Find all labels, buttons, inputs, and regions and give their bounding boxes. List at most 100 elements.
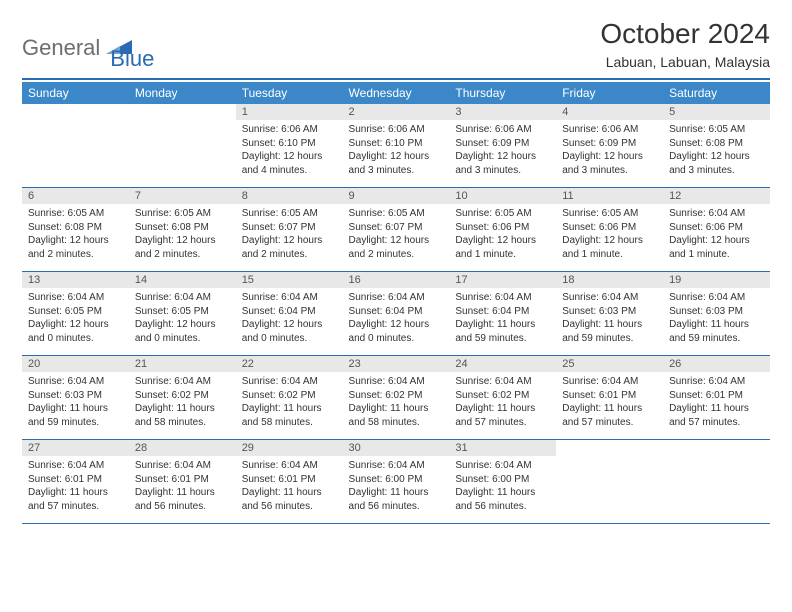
detail-line: Sunrise: 6:04 AM	[455, 459, 550, 473]
day-number: 16	[343, 272, 450, 288]
day-header: Friday	[556, 82, 663, 104]
day-number: 20	[22, 356, 129, 372]
calendar-cell: 6Sunrise: 6:05 AMSunset: 6:08 PMDaylight…	[22, 188, 129, 272]
detail-line: Daylight: 12 hours	[135, 318, 230, 332]
calendar-week-row: 13Sunrise: 6:04 AMSunset: 6:05 PMDayligh…	[22, 272, 770, 356]
detail-line: Sunrise: 6:04 AM	[135, 291, 230, 305]
day-number: 21	[129, 356, 236, 372]
detail-line: Sunset: 6:03 PM	[28, 389, 123, 403]
calendar-cell: 30Sunrise: 6:04 AMSunset: 6:00 PMDayligh…	[343, 440, 450, 524]
detail-line: and 56 minutes.	[349, 500, 444, 514]
detail-line: Sunset: 6:01 PM	[135, 473, 230, 487]
calendar-cell: 21Sunrise: 6:04 AMSunset: 6:02 PMDayligh…	[129, 356, 236, 440]
detail-line: and 59 minutes.	[669, 332, 764, 346]
detail-line: and 3 minutes.	[455, 164, 550, 178]
detail-line: Daylight: 11 hours	[135, 402, 230, 416]
calendar-week-row: 1Sunrise: 6:06 AMSunset: 6:10 PMDaylight…	[22, 104, 770, 188]
detail-line: Sunrise: 6:05 AM	[242, 207, 337, 221]
detail-line: Sunset: 6:09 PM	[562, 137, 657, 151]
day-number: 23	[343, 356, 450, 372]
detail-line: Sunset: 6:05 PM	[135, 305, 230, 319]
detail-line: Daylight: 11 hours	[562, 402, 657, 416]
logo-word2: Blue	[110, 46, 154, 72]
day-number: 3	[449, 104, 556, 120]
calendar-cell: 1Sunrise: 6:06 AMSunset: 6:10 PMDaylight…	[236, 104, 343, 188]
detail-line: and 57 minutes.	[28, 500, 123, 514]
day-number: 19	[663, 272, 770, 288]
calendar-cell: 22Sunrise: 6:04 AMSunset: 6:02 PMDayligh…	[236, 356, 343, 440]
day-details: Sunrise: 6:05 AMSunset: 6:08 PMDaylight:…	[22, 204, 129, 271]
day-number: 27	[22, 440, 129, 456]
calendar-week-row: 6Sunrise: 6:05 AMSunset: 6:08 PMDaylight…	[22, 188, 770, 272]
detail-line: Sunset: 6:02 PM	[135, 389, 230, 403]
calendar-cell	[129, 104, 236, 188]
detail-line: and 3 minutes.	[669, 164, 764, 178]
detail-line: and 4 minutes.	[242, 164, 337, 178]
day-number: 30	[343, 440, 450, 456]
detail-line: Sunrise: 6:04 AM	[669, 375, 764, 389]
detail-line: Sunset: 6:08 PM	[669, 137, 764, 151]
detail-line: Daylight: 12 hours	[349, 150, 444, 164]
detail-line: and 57 minutes.	[562, 416, 657, 430]
detail-line: Sunset: 6:03 PM	[562, 305, 657, 319]
detail-line: Sunrise: 6:04 AM	[242, 291, 337, 305]
detail-line: Daylight: 12 hours	[455, 150, 550, 164]
calendar-cell	[22, 104, 129, 188]
detail-line: Sunrise: 6:06 AM	[562, 123, 657, 137]
detail-line: and 1 minute.	[669, 248, 764, 262]
day-details: Sunrise: 6:04 AMSunset: 6:03 PMDaylight:…	[663, 288, 770, 355]
detail-line: Daylight: 11 hours	[669, 318, 764, 332]
detail-line: Daylight: 11 hours	[669, 402, 764, 416]
detail-line: Sunrise: 6:04 AM	[562, 291, 657, 305]
title-block: October 2024 Labuan, Labuan, Malaysia	[600, 18, 770, 70]
day-details: Sunrise: 6:06 AMSunset: 6:10 PMDaylight:…	[236, 120, 343, 187]
day-number: 18	[556, 272, 663, 288]
calendar-cell: 26Sunrise: 6:04 AMSunset: 6:01 PMDayligh…	[663, 356, 770, 440]
calendar-cell: 15Sunrise: 6:04 AMSunset: 6:04 PMDayligh…	[236, 272, 343, 356]
detail-line: Sunset: 6:07 PM	[349, 221, 444, 235]
day-number: 28	[129, 440, 236, 456]
detail-line: Sunrise: 6:05 AM	[135, 207, 230, 221]
day-details: Sunrise: 6:06 AMSunset: 6:09 PMDaylight:…	[556, 120, 663, 187]
detail-line: and 59 minutes.	[455, 332, 550, 346]
day-details: Sunrise: 6:04 AMSunset: 6:01 PMDaylight:…	[556, 372, 663, 439]
calendar-cell: 11Sunrise: 6:05 AMSunset: 6:06 PMDayligh…	[556, 188, 663, 272]
calendar-cell: 8Sunrise: 6:05 AMSunset: 6:07 PMDaylight…	[236, 188, 343, 272]
calendar-body: 1Sunrise: 6:06 AMSunset: 6:10 PMDaylight…	[22, 104, 770, 524]
detail-line: Daylight: 11 hours	[455, 402, 550, 416]
day-header-row: Sunday Monday Tuesday Wednesday Thursday…	[22, 82, 770, 104]
calendar-cell: 5Sunrise: 6:05 AMSunset: 6:08 PMDaylight…	[663, 104, 770, 188]
detail-line: Sunrise: 6:05 AM	[669, 123, 764, 137]
detail-line: Daylight: 12 hours	[28, 318, 123, 332]
detail-line: Sunset: 6:08 PM	[28, 221, 123, 235]
detail-line: and 2 minutes.	[242, 248, 337, 262]
detail-line: Sunset: 6:10 PM	[242, 137, 337, 151]
day-details: Sunrise: 6:04 AMSunset: 6:03 PMDaylight:…	[556, 288, 663, 355]
detail-line: Sunrise: 6:04 AM	[455, 291, 550, 305]
detail-line: and 2 minutes.	[28, 248, 123, 262]
detail-line: and 57 minutes.	[455, 416, 550, 430]
detail-line: Daylight: 11 hours	[28, 402, 123, 416]
detail-line: Sunset: 6:01 PM	[242, 473, 337, 487]
detail-line: Sunrise: 6:04 AM	[28, 459, 123, 473]
detail-line: and 58 minutes.	[135, 416, 230, 430]
day-details: Sunrise: 6:04 AMSunset: 6:02 PMDaylight:…	[129, 372, 236, 439]
day-number: 12	[663, 188, 770, 204]
page-title: October 2024	[600, 18, 770, 50]
detail-line: Sunrise: 6:06 AM	[242, 123, 337, 137]
detail-line: and 56 minutes.	[455, 500, 550, 514]
detail-line: Daylight: 11 hours	[242, 486, 337, 500]
detail-line: Sunrise: 6:04 AM	[455, 375, 550, 389]
day-details: Sunrise: 6:05 AMSunset: 6:06 PMDaylight:…	[556, 204, 663, 271]
calendar-week-row: 27Sunrise: 6:04 AMSunset: 6:01 PMDayligh…	[22, 440, 770, 524]
day-header: Monday	[129, 82, 236, 104]
day-number: 24	[449, 356, 556, 372]
detail-line: Daylight: 12 hours	[242, 234, 337, 248]
day-number: 6	[22, 188, 129, 204]
day-details: Sunrise: 6:04 AMSunset: 6:02 PMDaylight:…	[343, 372, 450, 439]
detail-line: and 1 minute.	[455, 248, 550, 262]
detail-line: and 1 minute.	[562, 248, 657, 262]
day-number: 25	[556, 356, 663, 372]
day-number: 8	[236, 188, 343, 204]
detail-line: Daylight: 12 hours	[455, 234, 550, 248]
